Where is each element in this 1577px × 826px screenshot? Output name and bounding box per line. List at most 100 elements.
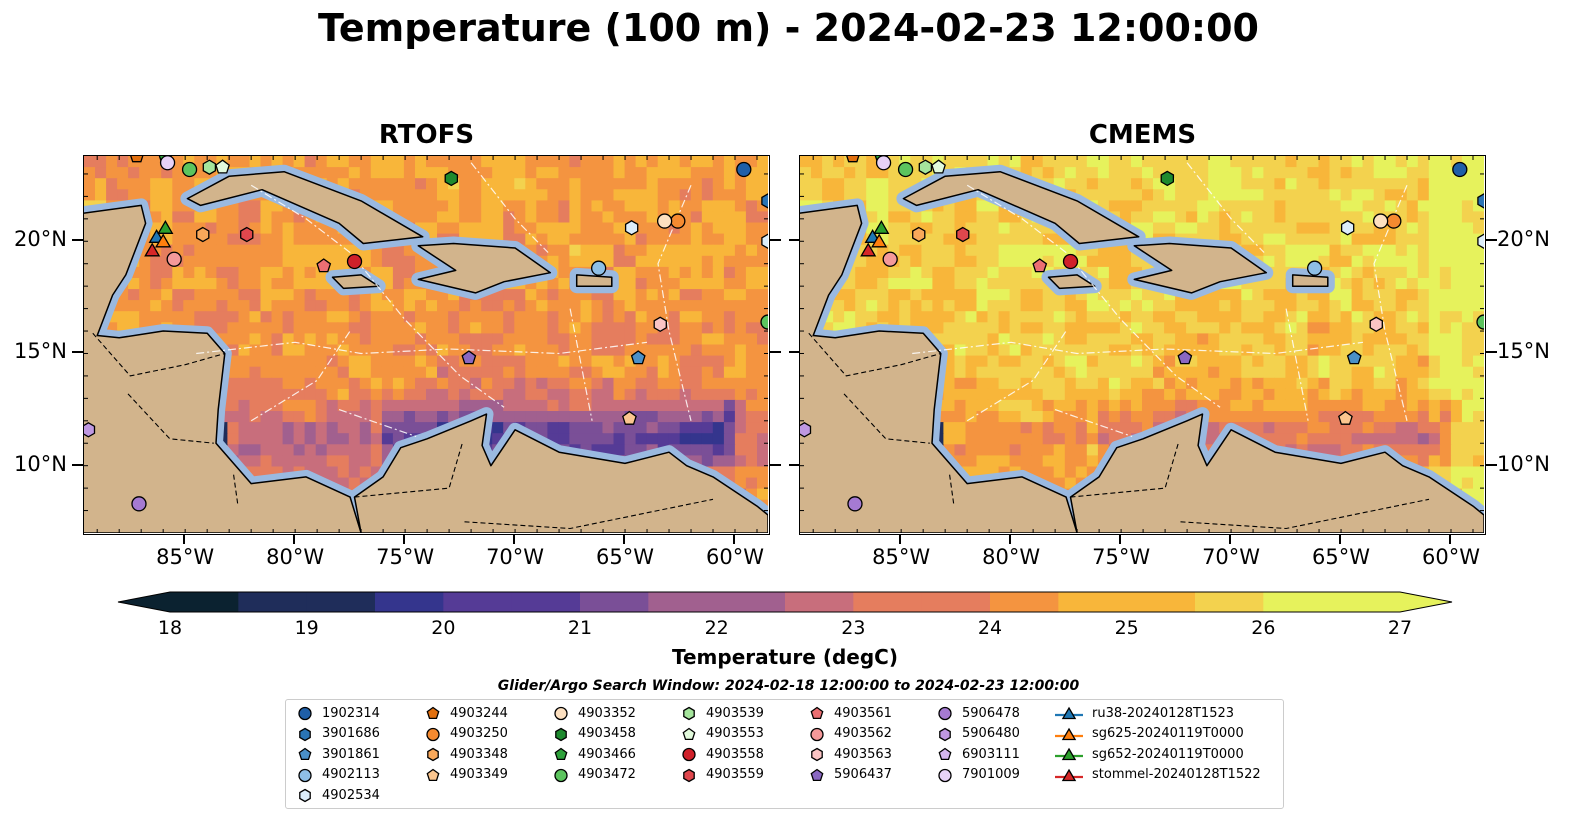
legend-item: 4903472	[552, 765, 636, 785]
legend-item: 5906478	[936, 703, 1020, 723]
legend-item-label: 4902534	[322, 787, 380, 803]
glider-sg625	[871, 233, 888, 248]
colorbar-bin	[511, 592, 581, 612]
lon-tick-label: 85°W	[872, 545, 931, 569]
land	[84, 170, 768, 533]
lat-tick	[1486, 351, 1497, 354]
triangle-marker-icon	[1055, 727, 1083, 740]
triangle-marker-icon	[1055, 747, 1083, 761]
hexagon-marker-icon	[939, 727, 951, 741]
float-4903563	[653, 316, 667, 333]
float-5906478	[131, 496, 147, 512]
legend-marker	[938, 768, 952, 782]
legend-item: 4903539	[680, 703, 764, 723]
pentagon-marker-icon	[810, 768, 824, 781]
colorbar-extend-high	[1400, 592, 1452, 612]
legend-item: 7901009	[936, 765, 1020, 785]
legend-item-label: 5906480	[962, 726, 1020, 741]
float-4903348	[912, 226, 926, 243]
legend-item: 4903553	[680, 724, 764, 744]
legend-item-label: 4903553	[706, 726, 764, 741]
pentagon-marker-icon	[426, 706, 440, 720]
legend-item: 4903349	[424, 765, 508, 785]
legend-item-label: 4903558	[706, 746, 764, 762]
hexagon-marker-icon	[683, 768, 695, 782]
legend-item-label: ru38-20240128T1523	[1092, 705, 1235, 721]
legend-marker	[938, 706, 952, 721]
colorbar-tick-label: 20	[431, 617, 456, 639]
lon-tick-label: 75°W	[376, 545, 435, 569]
legend-marker	[298, 706, 312, 721]
legend-item-label: 4903563	[834, 746, 892, 762]
land-south-america	[353, 413, 768, 533]
float-1902314	[1452, 161, 1468, 178]
pentagon-marker-icon	[426, 768, 440, 781]
colorbar-tick-label: 18	[157, 617, 183, 639]
legend-item-label: 3901861	[322, 746, 380, 762]
colorbar-bin	[580, 592, 649, 612]
legend-item: 4903352	[552, 703, 636, 723]
legend-item: 4903348	[424, 744, 508, 764]
colorbar-tick-label: 24	[977, 617, 1003, 639]
legend-marker	[810, 706, 824, 720]
float-4903553	[215, 159, 230, 174]
colorbar-bin	[238, 592, 308, 612]
circle-marker-icon	[554, 768, 568, 782]
float-4903563	[1369, 316, 1383, 333]
legend-item-label: 4903561	[834, 705, 892, 721]
float-5906480	[84, 422, 96, 438]
legend-item: 4902113	[296, 765, 380, 785]
lat-tick	[770, 463, 781, 466]
circle-marker-icon	[426, 727, 440, 741]
legend-marker	[683, 706, 695, 721]
circle-marker-icon	[554, 706, 568, 721]
legend-marker	[427, 747, 439, 762]
glider-sg652	[873, 220, 890, 234]
float-4903559	[240, 226, 254, 243]
lat-tick-label-left: 20°N	[14, 227, 67, 252]
land-cuba	[902, 170, 1140, 245]
float-4903558	[346, 253, 363, 270]
lon-tick	[1339, 535, 1342, 544]
legend-item-label: 4903458	[578, 726, 636, 741]
legend-item: 4903244	[424, 703, 508, 723]
triangle-marker-icon	[1055, 768, 1083, 781]
colorbar-bin	[716, 592, 786, 612]
lon-tick-label: 80°W	[266, 545, 325, 569]
legend-item-label: 4903349	[450, 767, 508, 782]
lon-tick-label: 75°W	[1092, 545, 1151, 569]
float-4903561	[1032, 258, 1048, 273]
circle-marker-icon	[298, 768, 312, 782]
map-panel-left[interactable]	[83, 155, 770, 535]
colorbar-bin	[785, 592, 854, 612]
float-4903458	[1160, 170, 1175, 187]
colorbar-bin	[1058, 592, 1128, 612]
float-4903558	[1062, 253, 1079, 270]
float-4903472	[897, 161, 914, 178]
legend-item-label: 7901009	[962, 767, 1020, 782]
legend-item: 5906437	[808, 765, 892, 785]
pentagon-marker-icon	[298, 747, 312, 761]
land-yucatan	[84, 204, 362, 533]
map-rtofs	[84, 156, 768, 533]
circle-marker-icon	[938, 768, 952, 782]
legend-item-label: 3901686	[322, 726, 380, 741]
triangle-marker-icon	[1055, 706, 1083, 720]
float-4903348	[196, 226, 210, 243]
lon-tick-label: 65°W	[596, 545, 655, 569]
land-cuba	[186, 170, 424, 245]
lon-tick-label: 65°W	[1312, 545, 1371, 569]
colorbar-bin	[1331, 592, 1401, 612]
lon-tick	[1229, 535, 1232, 544]
map-panel-right[interactable]	[799, 155, 1486, 535]
borders	[92, 332, 714, 530]
legend-marker	[810, 727, 824, 741]
legend-item: ru38-20240128T1523	[1054, 703, 1234, 723]
lat-tick	[789, 351, 799, 354]
colorbar-bin	[1263, 592, 1333, 612]
borders	[808, 332, 1430, 530]
lon-tick	[1009, 535, 1012, 544]
legend-item: 4903561	[808, 703, 892, 723]
float-4903250	[1386, 213, 1402, 229]
lat-tick-label-left: 15°N	[14, 339, 67, 364]
